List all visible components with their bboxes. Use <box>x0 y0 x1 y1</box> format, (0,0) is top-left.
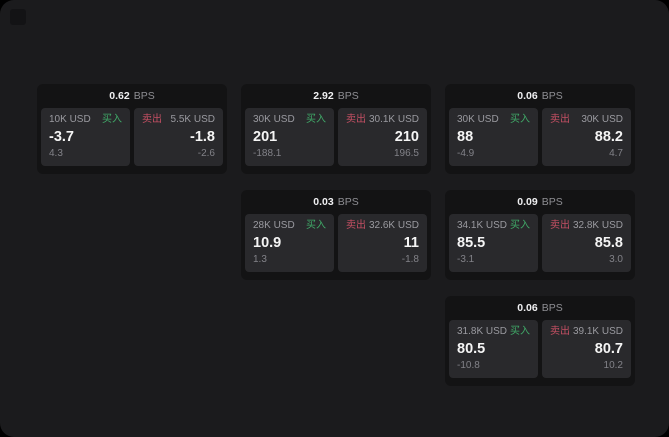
sell-delta: 3.0 <box>609 254 623 265</box>
bps-label: BPS <box>541 301 563 314</box>
spread-value: 0.06 <box>517 89 538 102</box>
sell-price: 80.7 <box>594 340 623 357</box>
sell-amount: 32.8K USD <box>572 220 623 231</box>
quote-card: 0.09 BPS 34.1K USD 买入 85.5 -3.1 卖出 32.8K… <box>445 190 635 280</box>
sell-label: 卖出 <box>550 114 570 125</box>
buy-amount: 30K USD <box>457 114 499 125</box>
spread-value: 0.62 <box>109 89 130 102</box>
quote-body: 34.1K USD 买入 85.5 -3.1 卖出 32.8K USD 85.8… <box>445 214 635 272</box>
sell-delta: 196.5 <box>393 148 419 159</box>
app-icon <box>10 9 26 25</box>
quote-body: 28K USD 买入 10.9 1.3 卖出 32.6K USD 11 -1.8 <box>241 214 431 272</box>
buy-label: 买入 <box>510 220 530 231</box>
quote-body: 30K USD 买入 88 -4.9 卖出 30K USD 88.2 4.7 <box>445 108 635 166</box>
buy-price: 10.9 <box>253 234 282 251</box>
sell-amount: 32.6K USD <box>368 220 419 231</box>
buy-price: 80.5 <box>457 340 486 357</box>
buy-delta: -4.9 <box>457 148 475 159</box>
spread-value: 2.92 <box>313 89 334 102</box>
buy-panel[interactable]: 28K USD 买入 10.9 1.3 <box>245 214 334 272</box>
sell-label: 卖出 <box>550 326 570 337</box>
buy-label: 买入 <box>102 114 122 125</box>
sell-label: 卖出 <box>346 220 366 231</box>
buy-delta: -10.8 <box>457 360 480 371</box>
sell-price: 88.2 <box>594 128 623 145</box>
bps-label: BPS <box>133 89 155 102</box>
quote-card: 0.06 BPS 30K USD 买入 88 -4.9 卖出 30K USD 8… <box>445 84 635 174</box>
buy-price: -3.7 <box>49 128 74 145</box>
quote-card: 0.03 BPS 28K USD 买入 10.9 1.3 卖出 32.6K US… <box>241 190 431 280</box>
sell-label: 卖出 <box>550 220 570 231</box>
sell-panel[interactable]: 卖出 32.6K USD 11 -1.8 <box>338 214 427 272</box>
sell-delta: -2.6 <box>197 148 215 159</box>
buy-amount: 30K USD <box>253 114 295 125</box>
buy-price: 85.5 <box>457 234 486 251</box>
quote-card: 0.06 BPS 31.8K USD 买入 80.5 -10.8 卖出 39.1… <box>445 296 635 386</box>
buy-label: 买入 <box>510 326 530 337</box>
bps-label: BPS <box>337 89 359 102</box>
sell-delta: 4.7 <box>609 148 623 159</box>
spread-header: 0.62 BPS <box>37 84 227 108</box>
sell-panel[interactable]: 卖出 5.5K USD -1.8 -2.6 <box>134 108 223 166</box>
sell-price: 85.8 <box>594 234 623 251</box>
buy-delta: -188.1 <box>253 148 282 159</box>
sell-price: -1.8 <box>190 128 215 145</box>
sell-amount: 39.1K USD <box>572 326 623 337</box>
buy-label: 买入 <box>306 114 326 125</box>
sell-label: 卖出 <box>346 114 366 125</box>
spread-value: 0.09 <box>517 195 538 208</box>
sell-delta: 10.2 <box>603 360 623 371</box>
spread-header: 0.06 BPS <box>445 84 635 108</box>
quote-body: 10K USD 买入 -3.7 4.3 卖出 5.5K USD -1.8 -2.… <box>37 108 227 166</box>
sell-delta: -1.8 <box>401 254 419 265</box>
sell-panel[interactable]: 卖出 30.1K USD 210 196.5 <box>338 108 427 166</box>
sell-amount: 30.1K USD <box>368 114 419 125</box>
spread-header: 0.03 BPS <box>241 190 431 214</box>
sell-panel[interactable]: 卖出 39.1K USD 80.7 10.2 <box>542 320 631 378</box>
bps-label: BPS <box>541 195 563 208</box>
sell-price: 11 <box>403 234 419 251</box>
buy-amount: 28K USD <box>253 220 295 231</box>
buy-panel[interactable]: 34.1K USD 买入 85.5 -3.1 <box>449 214 538 272</box>
sell-price: 210 <box>394 128 419 145</box>
spread-value: 0.06 <box>517 301 538 314</box>
spread-header: 0.06 BPS <box>445 296 635 320</box>
sell-amount: 5.5K USD <box>170 114 215 125</box>
buy-amount: 10K USD <box>49 114 91 125</box>
buy-delta: 4.3 <box>49 148 63 159</box>
buy-price: 88 <box>457 128 474 145</box>
buy-label: 买入 <box>510 114 530 125</box>
sell-panel[interactable]: 卖出 32.8K USD 85.8 3.0 <box>542 214 631 272</box>
quote-body: 30K USD 买入 201 -188.1 卖出 30.1K USD 210 1… <box>241 108 431 166</box>
sell-label: 卖出 <box>142 114 162 125</box>
sell-panel[interactable]: 卖出 30K USD 88.2 4.7 <box>542 108 631 166</box>
quote-card: 0.62 BPS 10K USD 买入 -3.7 4.3 卖出 5.5K USD… <box>37 84 227 174</box>
buy-panel[interactable]: 10K USD 买入 -3.7 4.3 <box>41 108 130 166</box>
bps-label: BPS <box>541 89 563 102</box>
buy-panel[interactable]: 30K USD 买入 201 -188.1 <box>245 108 334 166</box>
spread-value: 0.03 <box>313 195 334 208</box>
spread-header: 2.92 BPS <box>241 84 431 108</box>
buy-panel[interactable]: 30K USD 买入 88 -4.9 <box>449 108 538 166</box>
sell-amount: 30K USD <box>581 114 623 125</box>
buy-amount: 34.1K USD <box>457 220 508 231</box>
buy-price: 201 <box>253 128 278 145</box>
buy-label: 买入 <box>306 220 326 231</box>
buy-amount: 31.8K USD <box>457 326 508 337</box>
buy-delta: -3.1 <box>457 254 475 265</box>
buy-panel[interactable]: 31.8K USD 买入 80.5 -10.8 <box>449 320 538 378</box>
quote-card: 2.92 BPS 30K USD 买入 201 -188.1 卖出 30.1K … <box>241 84 431 174</box>
spread-header: 0.09 BPS <box>445 190 635 214</box>
quote-body: 31.8K USD 买入 80.5 -10.8 卖出 39.1K USD 80.… <box>445 320 635 378</box>
buy-delta: 1.3 <box>253 254 267 265</box>
bps-label: BPS <box>337 195 359 208</box>
